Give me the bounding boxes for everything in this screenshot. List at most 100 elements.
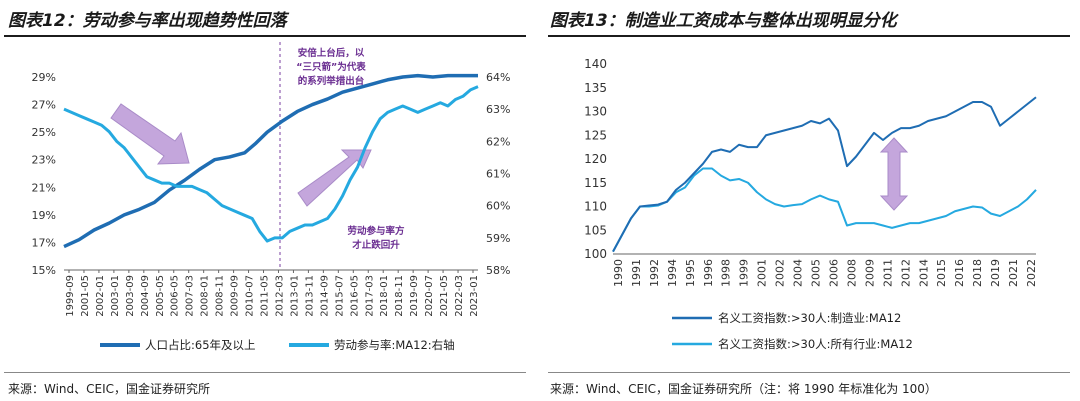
left-x-tick-label: 2004-09 [140,275,151,317]
left-x-tick-label: 2011-05 [260,275,271,317]
left-x-tick-label: 2022-03 [454,275,465,317]
left-chart-title: 图表12：劳动参与率出现趋势性回落 [8,11,287,31]
right-chart-x-tick-label: 1996 [702,259,715,287]
right-chart-y-tick-label: 130 [584,105,607,119]
left-x-tick-label: 2006-05 [170,275,181,317]
right-chart-x-tick-label: 2016 [953,259,966,287]
left-x-tick-label: 2017-03 [364,275,375,317]
right-chart-x-tick-label: 2022 [1025,259,1038,287]
right-y-tick-label: 62% [486,135,510,148]
up-trend-arrow [297,149,372,207]
rebound-annotation-line: 才止跌回升 [351,239,400,251]
left-x-tick-label: 2005-05 [155,275,166,317]
right-chart-x-tick-label: 1999 [738,259,751,287]
left-x-tick-label: 2020-07 [424,275,435,317]
left-x-tick-label: 2016-05 [349,275,360,317]
left-x-tick-label: 2018-01 [379,275,390,317]
legend-label-participation: 劳动参与率:MA12:右轴 [334,338,455,352]
right-chart-y-tick-label: 120 [584,152,607,166]
left-y-tick-label: 21% [32,181,56,194]
right-y-tick-label: 63% [486,103,510,116]
right-y-tick-label: 61% [486,168,510,181]
left-footer-rule [4,372,526,373]
left-y-tick-label: 17% [32,236,56,249]
right-chart-x-tick-label: 2009 [863,259,876,287]
right-chart-y-tick-label: 105 [584,223,607,237]
left-source-note: 来源：Wind、CEIC，国金证券研究所 [8,382,211,396]
right-chart-y-tick-label: 100 [584,247,607,261]
left-y-tick-label: 23% [32,154,56,167]
left-x-tick-label: 2013-01 [289,275,300,317]
right-chart-y-tick-label: 115 [584,176,607,190]
right-chart-y-tick-label: 135 [584,81,607,95]
left-y-tick-label: 27% [32,99,56,112]
left-x-tick-label: 2001-05 [80,275,91,317]
right-chart-x-tick-label: 2018 [971,259,984,287]
policy-annotation-line: 安倍上台后，以 [298,47,365,59]
right-chart-y-tick-label: 140 [584,57,607,71]
left-x-tick-label: 1999-09 [65,275,76,317]
right-chart-x-tick-label: 2001 [756,259,769,287]
right-chart-x-tick-label: 2004 [792,259,805,287]
right-y-tick-label: 60% [486,200,510,213]
left-x-tick-label: 2021-05 [439,275,450,317]
right-chart-x-tick-label: 2015 [935,259,948,287]
left-x-tick-label: 2008-01 [200,275,211,317]
right-y-tick-label: 64% [486,71,510,84]
left-x-tick-label: 2023-01 [469,275,480,317]
right-chart-y-tick-label: 125 [584,128,607,142]
down-trend-arrow [110,103,190,165]
series-labor-participation-line [63,85,479,243]
right-footer-rule [548,372,1070,373]
right-chart-x-tick-label: 1991 [630,259,643,287]
right-chart-x-tick-label: 2011 [881,259,894,287]
left-x-tick-label: 2015-07 [334,275,345,317]
left-x-tick-label: 2018-11 [394,275,405,317]
left-y-tick-label: 29% [32,71,56,84]
divergence-double-arrow [879,137,909,211]
legend-label-all-industries: 名义工资指数:>30人:所有行业:MA12 [718,337,913,351]
right-source-note: 来源：Wind、CEIC，国金证券研究所（注：将 1990 年标准化为 100） [550,382,937,396]
policy-annotation-line: 的系列举措出台 [298,75,365,87]
left-x-tick-label: 2008-11 [215,275,226,317]
right-chart-x-tick-label: 2002 [774,259,787,287]
right-chart-x-tick-label: 2021 [1007,259,1020,287]
left-x-tick-label: 2002-01 [95,275,106,317]
right-chart-y-tick-label: 110 [584,200,607,214]
right-chart-title: 图表13：制造业工资成本与整体出现明显分化 [550,11,897,31]
right-chart-x-tick-label: 2019 [989,259,1002,287]
series-all-industries-wage-line [612,167,1037,253]
left-x-tick-label: 2007-03 [185,275,196,317]
left-y-tick-label: 25% [32,126,56,139]
left-y-tick-label: 15% [32,264,56,277]
left-x-tick-label: 2019-09 [409,275,420,317]
left-x-tick-label: 2009-09 [230,275,241,317]
series-manufacturing-wage-line [612,96,1037,253]
legend-label-population: 人口占比:65年及以上 [145,338,256,352]
left-y-tick-label: 19% [32,209,56,222]
right-chart-x-tick-label: 2006 [827,259,840,287]
left-x-tick-label: 2010-07 [245,275,256,317]
right-chart-x-tick-label: 1994 [666,259,679,287]
left-x-tick-label: 2014-09 [319,275,330,317]
right-chart-x-tick-label: 2005 [810,259,823,287]
left-x-tick-label: 2003-01 [110,275,121,317]
right-chart-x-tick-label: 2014 [917,259,930,287]
right-chart-x-tick-label: 1998 [720,259,733,287]
right-y-tick-label: 59% [486,232,510,245]
right-chart-x-tick-label: 2008 [845,259,858,287]
right-chart-x-tick-label: 1992 [648,259,661,287]
rebound-annotation-line: 劳动参与率方 [347,225,405,237]
right-chart: 100 105 110 115 120 125 130 135 140 1990 1991 1992 1… [584,57,1038,351]
left-x-tick-label: 2003-09 [125,275,136,317]
right-title-rule [548,35,1070,37]
right-y-tick-label: 58% [486,264,510,277]
left-title-rule [4,35,526,37]
right-chart-x-tick-label: 1995 [684,259,697,287]
legend-label-manufacturing: 名义工资指数:>30人:制造业:MA12 [718,311,901,325]
right-chart-x-tick-label: 2012 [899,259,912,287]
policy-annotation-line: “三只箭”为代表 [296,61,366,73]
left-x-tick-label: 2012-03 [274,275,285,317]
series-population-65plus-line [63,73,478,249]
left-chart: 15% 17% 19% 21% 23% 25% 27% 29% 58% 59% 60% 61% 62% 6… [32,42,510,352]
